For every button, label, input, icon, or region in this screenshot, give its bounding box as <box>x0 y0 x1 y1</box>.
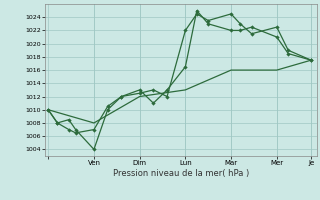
X-axis label: Pression niveau de la mer( hPa ): Pression niveau de la mer( hPa ) <box>113 169 249 178</box>
